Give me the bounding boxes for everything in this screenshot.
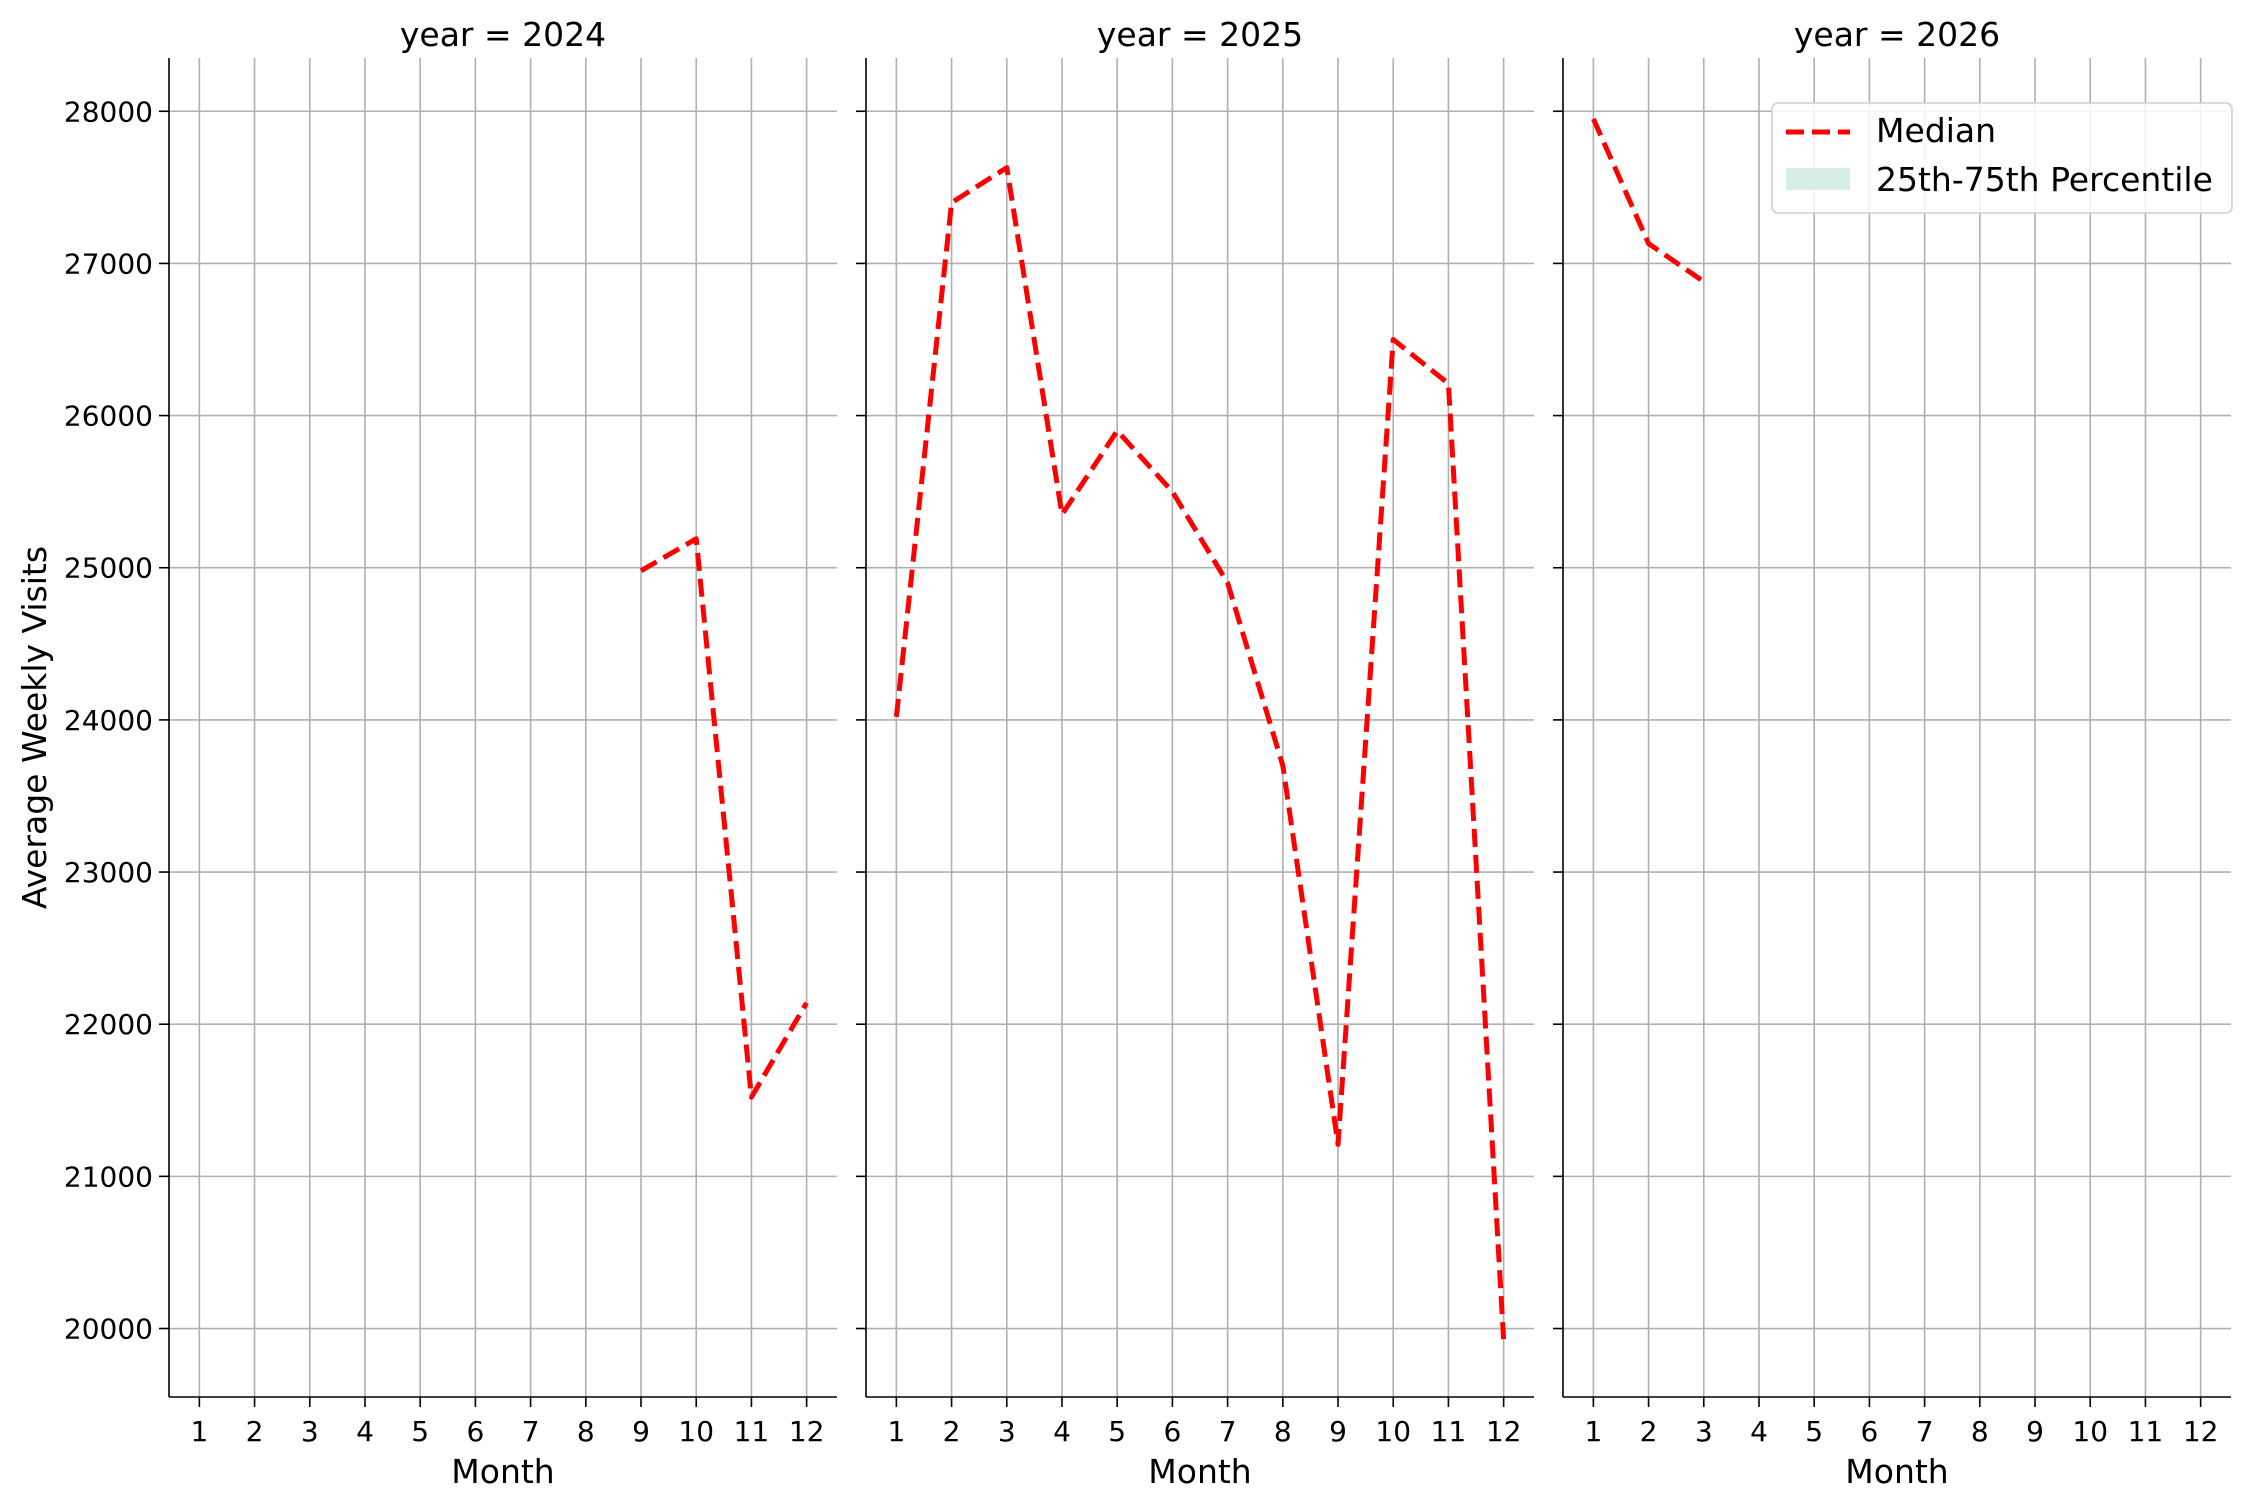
x-tick-label: 5 [1805, 1415, 1823, 1448]
x-tick-label: 7 [1916, 1415, 1934, 1448]
x-tick-label: 7 [1219, 1415, 1237, 1448]
median-line-series [1591, 117, 1706, 284]
x-tick-label: 5 [1108, 1415, 1126, 1448]
x-tick-label: 5 [411, 1415, 429, 1448]
x-tick-label: 6 [1163, 1415, 1181, 1448]
x-tick-label: 11 [2128, 1415, 2164, 1448]
x-axis-title: Month [451, 1452, 554, 1491]
median-line-series [893, 165, 1507, 1340]
x-axis-title: Month [1148, 1452, 1251, 1491]
x-tick-label: 3 [1695, 1415, 1713, 1448]
x-tick-label: 8 [1971, 1415, 1989, 1448]
x-tick-label: 12 [1486, 1415, 1522, 1448]
x-axis-title: Month [1845, 1452, 1948, 1491]
y-tick-label: 26000 [64, 400, 153, 433]
x-tick-label: 2 [943, 1415, 961, 1448]
x-tick-label: 10 [678, 1415, 714, 1448]
y-tick-label: 22000 [64, 1008, 153, 1041]
y-tick-label: 24000 [64, 704, 153, 737]
y-tick-label: 27000 [64, 247, 153, 280]
x-tick-label: 4 [1750, 1415, 1768, 1448]
x-tick-label: 12 [2183, 1415, 2219, 1448]
x-tick-label: 11 [734, 1415, 770, 1448]
x-tick-label: 4 [356, 1415, 374, 1448]
x-tick-label: 10 [1375, 1415, 1411, 1448]
x-tick-label: 9 [632, 1415, 650, 1448]
x-tick-label: 12 [789, 1415, 825, 1448]
legend-percentile-swatch [1786, 168, 1850, 190]
x-tick-label: 1 [190, 1415, 208, 1448]
x-tick-label: 3 [998, 1415, 1016, 1448]
x-tick-label: 6 [1860, 1415, 1878, 1448]
x-tick-label: 1 [887, 1415, 905, 1448]
y-tick-label: 20000 [64, 1313, 153, 1346]
x-tick-label: 10 [2072, 1415, 2108, 1448]
x-tick-label: 4 [1053, 1415, 1071, 1448]
median-line-series [639, 536, 809, 1100]
x-tick-label: 7 [522, 1415, 540, 1448]
panel-title: year = 2025 [1097, 15, 1303, 54]
x-tick-label: 2 [246, 1415, 264, 1448]
y-tick-label: 25000 [64, 552, 153, 585]
legend-box [1771, 102, 2233, 214]
x-tick-label: 3 [301, 1415, 319, 1448]
y-tick-label: 28000 [64, 95, 153, 128]
panel-title: year = 2026 [1794, 15, 2000, 54]
x-tick-label: 1 [1584, 1415, 1602, 1448]
x-tick-label: 8 [577, 1415, 595, 1448]
legend-median-label: Median [1876, 111, 1996, 150]
x-tick-label: 6 [466, 1415, 484, 1448]
y-axis-title: Average Weekly Visits [15, 546, 54, 909]
y-tick-label: 23000 [64, 856, 153, 889]
panel-title: year = 2024 [400, 15, 606, 54]
x-tick-label: 9 [2026, 1415, 2044, 1448]
x-tick-label: 2 [1640, 1415, 1658, 1448]
x-tick-label: 8 [1274, 1415, 1292, 1448]
y-tick-label: 21000 [64, 1160, 153, 1193]
x-tick-label: 9 [1329, 1415, 1347, 1448]
legend-percentile-label: 25th-75th Percentile [1876, 160, 2213, 199]
x-tick-label: 11 [1431, 1415, 1467, 1448]
